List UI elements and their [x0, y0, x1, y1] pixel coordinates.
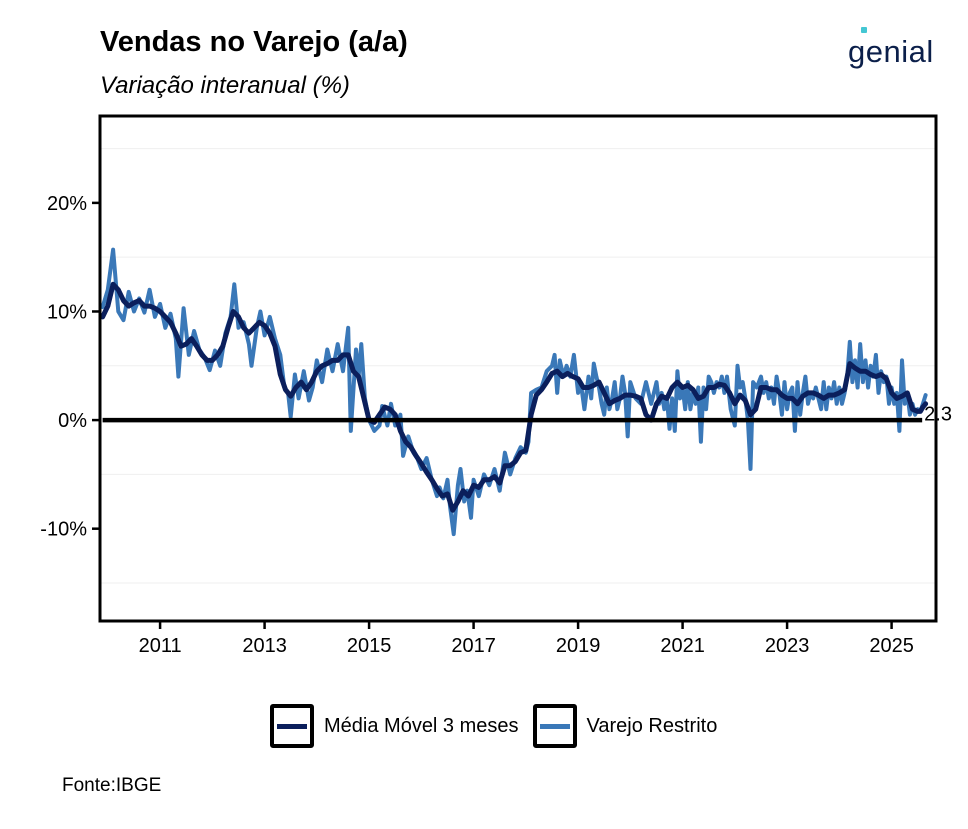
brand-logo: genial [848, 27, 934, 70]
x-axis: 2011 2013 2015 2017 2019 2021 2023 2025 [139, 622, 914, 657]
chart-title: Vendas no Varejo (a/a) [100, 26, 408, 58]
series-lines [100, 247, 929, 537]
y-tick-label: 10% [47, 301, 87, 323]
y-tick-label: 20% [47, 193, 87, 215]
x-tick-label: 2013 [242, 635, 287, 657]
legend-label-varejo-restrito: Varejo Restrito [586, 714, 718, 737]
legend-label-media-movel: Média Móvel 3 meses [324, 714, 519, 737]
legend-item-media-movel: Média Móvel 3 meses [270, 704, 519, 748]
legend-key-media-movel [270, 704, 314, 748]
source-note: Fonte:IBGE [62, 775, 162, 796]
x-tick-label: 2017 [451, 635, 496, 657]
x-tick-label: 2021 [660, 635, 705, 657]
legend: Média Móvel 3 meses Varejo Restrito [270, 701, 731, 751]
plot-panel-border [98, 114, 938, 623]
y-axis: -10% 0% 10% 20% [40, 193, 99, 541]
logo-accent-icon [861, 27, 867, 33]
legend-swatch-media-movel [277, 723, 307, 729]
legend-key-varejo-restrito [532, 704, 577, 748]
grid-lines [100, 148, 936, 584]
x-tick-label: 2023 [765, 635, 810, 657]
x-tick-label: 2019 [556, 635, 601, 657]
last-value-label: 2.3 [924, 404, 952, 426]
x-tick-label: 2025 [869, 635, 914, 657]
series-line-media-movel-3-meses [100, 281, 929, 513]
y-tick-label: 0% [58, 410, 87, 432]
logo-text: genial [848, 34, 934, 69]
legend-swatch-varejo-restrito [539, 723, 570, 729]
legend-item-varejo-restrito: Varejo Restrito [532, 704, 718, 748]
annotation: 2.3 [924, 404, 952, 426]
y-tick-label: -10% [40, 519, 87, 541]
x-tick-label: 2011 [139, 635, 182, 657]
chart-subtitle: Variação interanual (%) [100, 72, 350, 99]
x-tick-label: 2015 [347, 635, 392, 657]
series-line-varejo-restrito [100, 247, 928, 537]
